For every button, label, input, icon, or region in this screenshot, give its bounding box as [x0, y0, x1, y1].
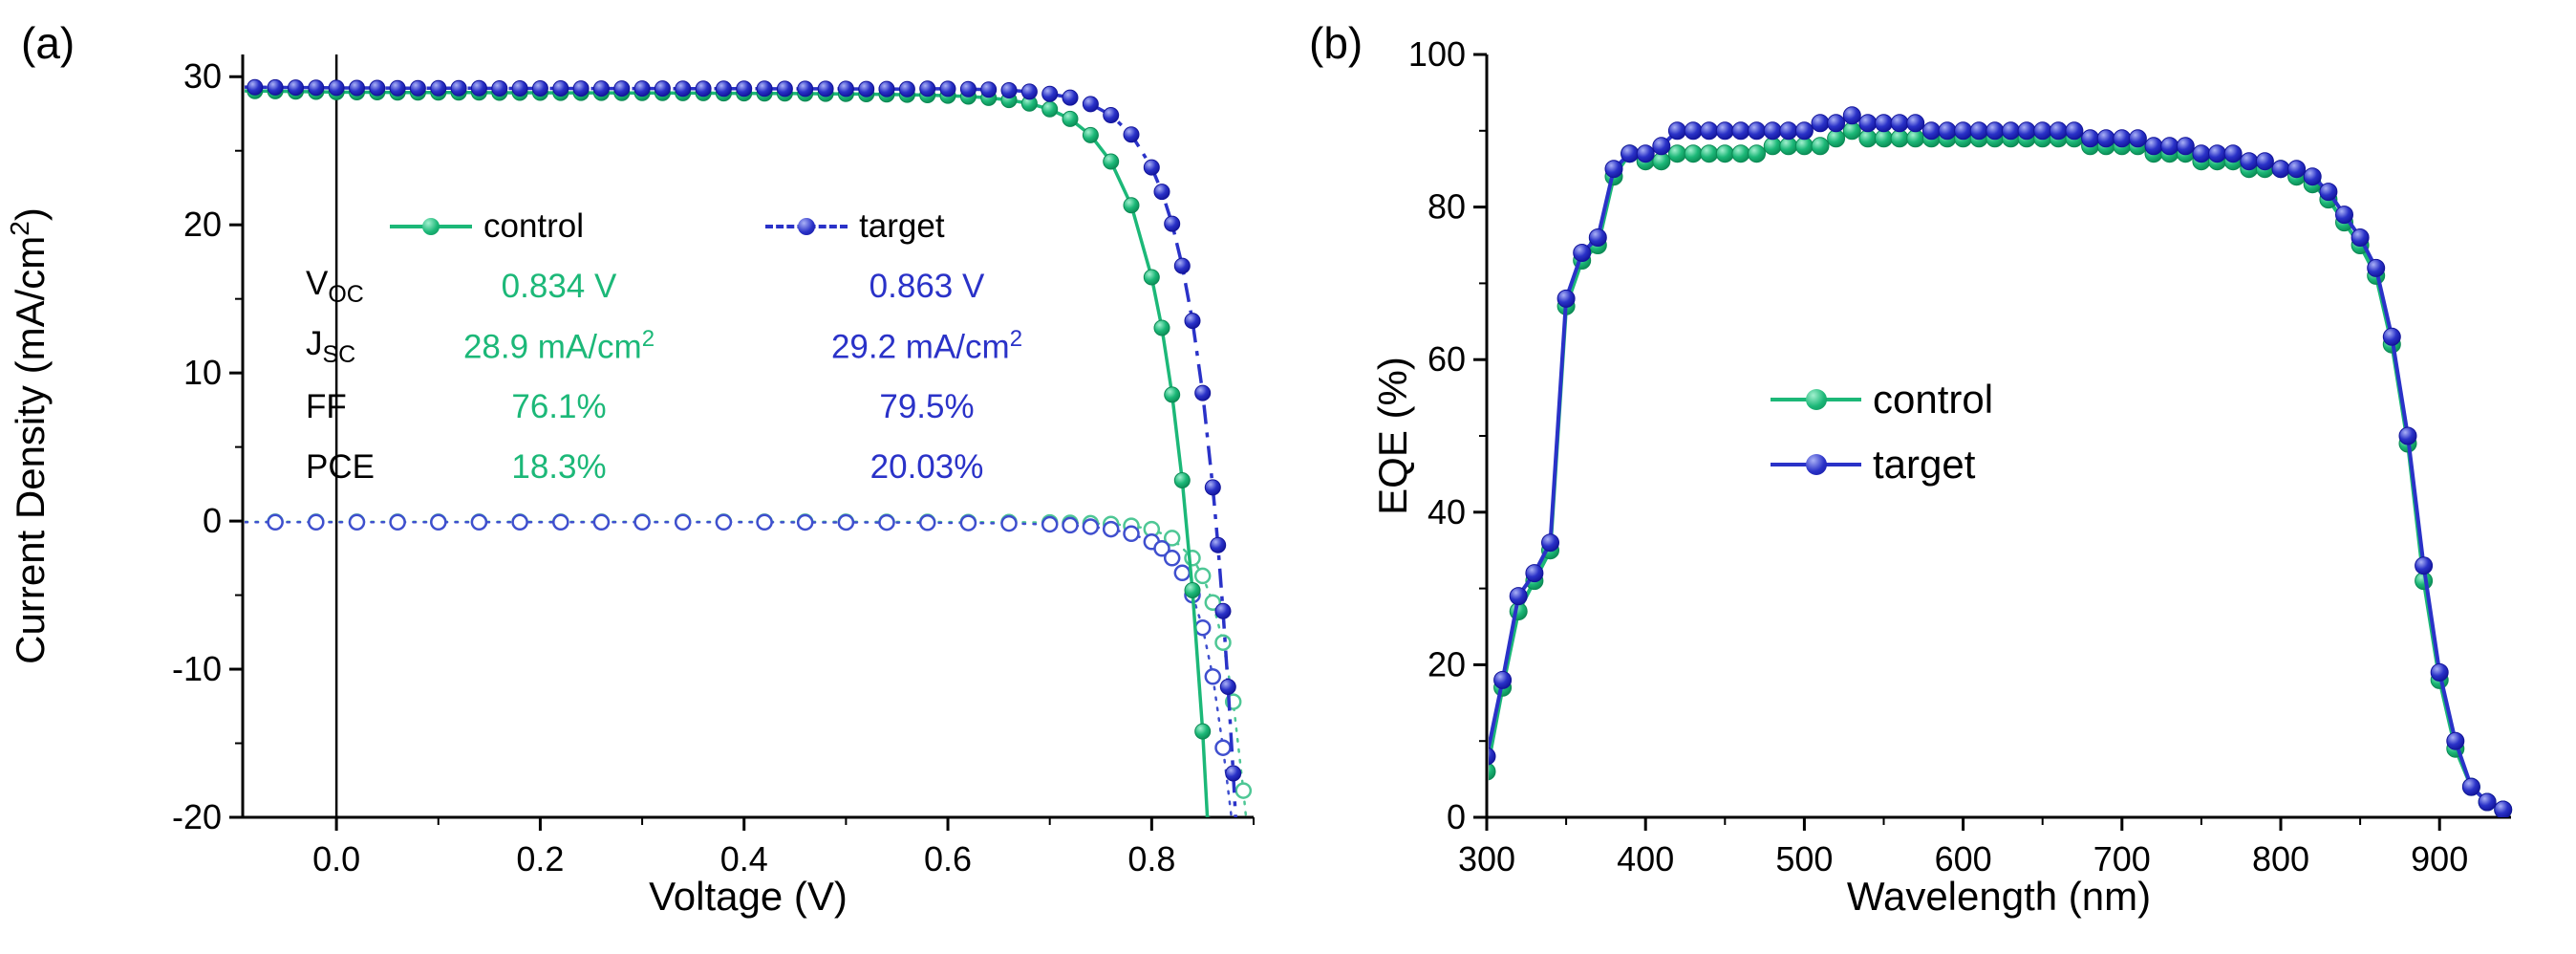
inset-row-voc: VOC 0.834 V 0.863 V: [306, 256, 1166, 316]
svg-text:Wavelength (nm): Wavelength (nm): [1847, 874, 2151, 919]
inset-param-ff: FF: [306, 387, 347, 425]
svg-text:30: 30: [183, 56, 222, 96]
inset-param-pce: PCE: [306, 447, 375, 486]
target-legend-icon: [765, 215, 848, 238]
svg-text:0.6: 0.6: [924, 839, 972, 878]
svg-text:10: 10: [183, 353, 222, 392]
inset-row-pce: PCE 18.3% 20.03%: [306, 437, 1166, 497]
svg-text:0.2: 0.2: [516, 839, 564, 878]
eqe-legend: control target: [1771, 367, 1993, 497]
svg-text:Voltage (V): Voltage (V): [649, 874, 848, 919]
svg-text:40: 40: [1428, 492, 1466, 531]
control-marker-icon: [1805, 389, 1827, 410]
control-legend-icon: [1771, 386, 1861, 413]
panel-a-label: (a): [21, 18, 75, 68]
svg-text:800: 800: [2252, 839, 2309, 878]
legend-label-control: control: [483, 207, 585, 245]
svg-text:400: 400: [1617, 839, 1674, 878]
legend-item-control: control: [390, 197, 584, 256]
inset-param-jsc: JSC: [306, 324, 356, 368]
panel-a-jv-chart: (a) 0.0 0.2 0.4 0.6 0.8 -20 -10 0 10 20 30 Voltage …: [5, 18, 1255, 919]
inset-row-ff: FF 76.1% 79.5%: [306, 377, 1166, 437]
target-marker-icon: [1805, 454, 1827, 475]
legend-label-control: control: [1873, 377, 1994, 422]
jv-parameters-inset: control target VOC 0.834 V 0.863 V JSC 28.9 mA…: [306, 197, 1166, 497]
jv-legend: control target: [306, 197, 1166, 256]
legend-item-control: control: [1771, 367, 1993, 432]
inset-control-voc-value: 0.834 V: [501, 267, 617, 305]
panel-b-label: (b): [1309, 18, 1363, 68]
svg-text:500: 500: [1775, 839, 1833, 878]
inset-target-ff-value: 79.5%: [879, 387, 975, 425]
legend-item-target: target: [1771, 432, 1993, 497]
panel-b-eqe-chart: (b) 300 400 500 600 700 800 900 0 20 40 60 80 100 Wav…: [1288, 0, 2576, 954]
inset-row-jsc: JSC 28.9 mA/cm2 29.2 mA/cm2: [306, 316, 1166, 377]
inset-param-voc: VOC: [306, 264, 364, 308]
jv-curve-plot: 0.0 0.2 0.4 0.6 0.8 -20 -10 0 10 20 30 Voltage (V) C…: [5, 54, 1255, 919]
inset-control-jsc-value: 28.9 mA/cm2: [462, 326, 655, 366]
inset-target-voc-value: 0.863 V: [869, 267, 985, 305]
target-legend-icon: [1771, 451, 1861, 478]
svg-text:0.8: 0.8: [1127, 839, 1175, 878]
svg-text:60: 60: [1428, 339, 1466, 379]
control-legend-icon: [390, 215, 472, 238]
inset-target-jsc-value: 29.2 mA/cm2: [830, 326, 1023, 366]
inset-target-pce-value: 20.03%: [869, 447, 984, 486]
svg-text:100: 100: [1408, 34, 1466, 74]
svg-text:0.0: 0.0: [312, 839, 360, 878]
svg-text:Current Density (mA/cm2): Current Density (mA/cm2): [5, 207, 53, 664]
svg-text:0.4: 0.4: [720, 839, 768, 878]
control-dark-jv-series: [245, 513, 1253, 817]
target-eqe-series: [1489, 106, 2513, 817]
svg-text:700: 700: [2093, 839, 2151, 878]
inset-control-ff-value: 76.1%: [511, 387, 607, 425]
legend-label-target: target: [1873, 442, 1976, 487]
svg-text:0: 0: [1447, 797, 1466, 836]
svg-text:900: 900: [2411, 839, 2468, 878]
eqe-plot: 300 400 500 600 700 800 900 0 20 40 60 80 100 Wavelen…: [1370, 34, 2513, 919]
svg-text:20: 20: [183, 205, 222, 244]
target-dark-jv-series: [245, 513, 1234, 817]
target-marker-icon: [798, 218, 816, 235]
svg-text:EQE (%): EQE (%): [1370, 357, 1415, 515]
legend-label-target: target: [859, 207, 945, 245]
svg-text:0: 0: [203, 501, 222, 540]
svg-text:-10: -10: [172, 649, 222, 688]
svg-text:20: 20: [1428, 644, 1466, 683]
control-eqe-series: [1489, 121, 2513, 817]
svg-text:600: 600: [1935, 839, 1992, 878]
svg-text:-20: -20: [172, 797, 222, 836]
svg-text:300: 300: [1458, 839, 1515, 878]
inset-control-pce-value: 18.3%: [511, 447, 607, 486]
control-marker-icon: [422, 218, 440, 235]
legend-item-target: target: [765, 197, 945, 256]
target-light-jv-series: [245, 78, 1242, 817]
svg-text:80: 80: [1428, 187, 1466, 227]
